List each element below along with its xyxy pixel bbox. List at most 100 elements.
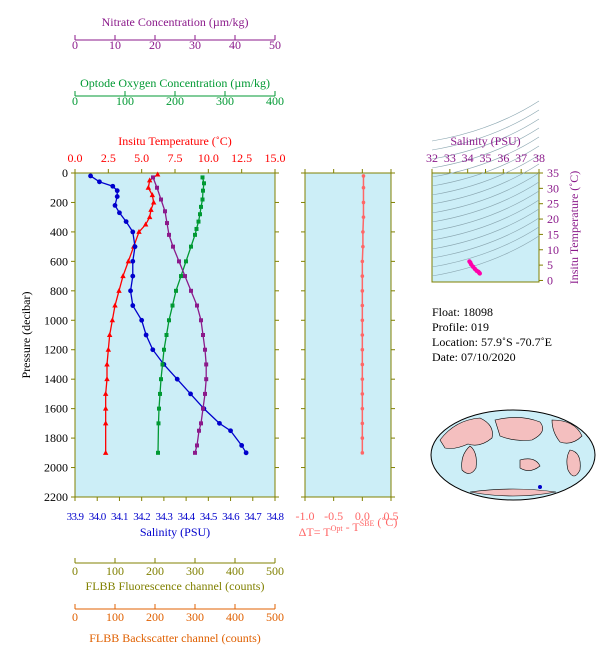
delta-t-panel — [304, 172, 392, 498]
nitrate-point — [204, 377, 209, 382]
delta-t-point — [361, 185, 366, 190]
map-landmass-eurasia-africa — [439, 417, 493, 449]
salinity-point — [174, 376, 180, 382]
salinity-point — [88, 173, 93, 179]
salinity-point — [130, 273, 136, 279]
nitrate-point — [163, 209, 167, 214]
flbb-backscatter-axis: 0 100 200 300 400 500 FLBB Backscatter channel… — [72, 604, 284, 645]
temperature-axis: 0.0 2.5 5.0 7.5 10.0 12.5 15.0 Insitu Temperatu… — [68, 134, 286, 173]
delta-t-axis-tick-label: 0.5 — [384, 509, 399, 523]
salinity-axis-tick-label: 34.3 — [155, 511, 173, 523]
map-landmass-antarctica — [469, 488, 557, 497]
ts-density-contour — [431, 145, 540, 187]
pressure-axis-tick-label: 1000 — [44, 313, 68, 327]
pressure-axis: 0 200 400 600 800 1000 1200 1400 1600 1800 2000 220… — [19, 166, 279, 504]
oxygen-point — [198, 212, 202, 217]
ts-density-contour — [431, 226, 540, 268]
salinity-axis-tick-label: 33.9 — [67, 511, 85, 523]
nitrate-axis-tick-label: 20 — [149, 38, 161, 52]
temperature-point — [146, 214, 153, 220]
location-text: Location: 57.9˚S -70.7˚E — [432, 335, 552, 349]
ts-density-contour — [431, 199, 540, 241]
salinity-point — [143, 332, 149, 338]
oxygen-axis-tick-label: 300 — [216, 94, 234, 108]
oxygen-point — [170, 303, 175, 308]
oxygen-point — [164, 333, 169, 337]
nitrate-point — [199, 421, 203, 426]
oxygen-point — [193, 232, 197, 237]
float-id-text: Float: 18098 — [432, 305, 493, 319]
temperature-point — [125, 258, 132, 264]
delta-t-axis-title-superscript: Opt — [331, 524, 344, 533]
salinity-point — [97, 179, 102, 185]
flbb-fluorescence-axis-tick-label: 300 — [186, 564, 204, 578]
profile-number-text: Profile: 019 — [432, 320, 489, 334]
delta-t-point — [361, 174, 366, 178]
profile-panel — [74, 172, 276, 498]
delta-t-axis-tick-label: -0.5 — [324, 509, 343, 523]
salinity-axis-tick-label: 34.6 — [222, 511, 240, 523]
delta-t-point — [360, 451, 365, 455]
flbb-fluorescence-axis-title: FLBB Fluorescence channel (counts) — [86, 579, 265, 593]
world-map — [430, 409, 596, 501]
map-landmass-africa — [461, 445, 477, 474]
oxygen-axis-tick-label: 400 — [266, 94, 284, 108]
salinity-point — [239, 443, 245, 448]
ts-y-axis-tick-label: 0 — [547, 273, 553, 287]
ts-y-axis-tick-label: 20 — [547, 212, 559, 226]
delta-t-point — [360, 392, 365, 396]
ts-x-axis-tick-label: 38 — [533, 151, 545, 165]
ts-density-contour — [431, 208, 540, 250]
nitrate-point — [155, 185, 159, 190]
oxygen-point — [167, 318, 171, 323]
ts-point — [477, 271, 482, 276]
flbb-backscatter-axis-tick-label: 0 — [72, 610, 78, 624]
flbb-fluorescence-axis-tick-label: 100 — [106, 564, 124, 578]
temperature-axis-title: Insitu Temperature (˚C) — [118, 134, 232, 148]
temperature-point — [104, 361, 110, 367]
oxygen-axis-tick-label: 100 — [116, 94, 134, 108]
temperature-axis-tick-label: 5.0 — [134, 151, 149, 165]
temperature-point — [150, 199, 157, 205]
nitrate-axis-tick-label: 50 — [269, 38, 281, 52]
temperature-point — [120, 273, 126, 279]
pressure-axis-tick-label: 1800 — [44, 431, 68, 445]
ts-density-contour — [431, 154, 540, 196]
oxygen-point — [201, 188, 205, 193]
delta-t-series — [360, 174, 366, 455]
delta-t-point — [360, 318, 365, 323]
temperature-point — [104, 376, 110, 382]
temperature-point — [142, 221, 149, 227]
oxygen-axis-tick-label: 0 — [72, 94, 78, 108]
temperature-point — [106, 332, 113, 337]
oxygen-point — [158, 391, 162, 396]
delta-t-point — [360, 303, 365, 308]
salinity-axis-tick-label: 34.8 — [267, 511, 285, 523]
oxygen-point — [159, 377, 163, 382]
delta-t-series-line — [361, 175, 365, 453]
oxygen-point — [179, 274, 183, 279]
temperature-axis-tick-label: 12.5 — [231, 151, 252, 165]
nitrate-point — [171, 244, 175, 249]
nitrate-point — [199, 318, 203, 323]
oxygen-point — [162, 347, 166, 352]
temperature-axis-tick-label: 7.5 — [168, 151, 183, 165]
delta-t-point — [360, 362, 365, 367]
oxygen-axis-tick-label: 200 — [166, 94, 184, 108]
delta-t-point — [361, 215, 366, 219]
nitrate-point — [193, 450, 197, 455]
nitrate-point — [151, 175, 155, 180]
nitrate-point — [177, 259, 181, 264]
salinity-axis: 33.9 34.0 34.1 34.2 34.3 34.4 34.5 34.6 34.7 34.8… — [67, 497, 285, 539]
flbb-backscatter-axis-tick-label: 500 — [266, 610, 284, 624]
nitrate-point — [201, 406, 205, 411]
delta-t-axis-title-part: - T — [343, 520, 361, 534]
temperature-point — [136, 228, 142, 234]
nitrate-point — [159, 197, 163, 202]
salinity-point — [228, 428, 233, 434]
ts-density-contour — [431, 235, 540, 277]
delta-t-point — [361, 200, 366, 205]
temperature-point — [116, 287, 122, 293]
salinity-point — [130, 258, 136, 264]
